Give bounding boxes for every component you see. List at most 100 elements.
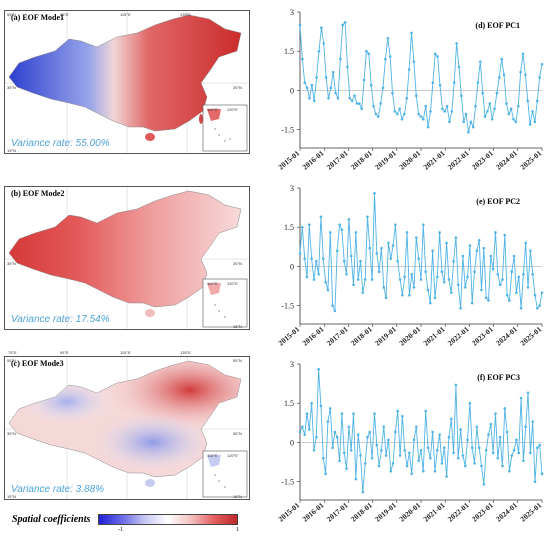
x-tick-label: 2020-01 xyxy=(397,148,422,171)
data-point xyxy=(308,97,311,100)
series-line xyxy=(299,369,543,493)
hainan-island xyxy=(145,479,155,487)
data-point xyxy=(533,293,537,297)
lat-label: 35°N xyxy=(233,85,242,90)
y-tick-label: 1.5 xyxy=(284,223,294,232)
data-point xyxy=(377,270,381,273)
data-point xyxy=(429,456,432,460)
data-point xyxy=(382,425,386,429)
data-point xyxy=(410,273,413,276)
pc2-plot: 3 1.5 0 -1.5 2015-01 2016-01 2017-01 2018-01 201… xyxy=(276,184,543,348)
data-point xyxy=(328,407,332,410)
data-point xyxy=(360,107,363,111)
map-title: (c) EOF Mode3 xyxy=(11,359,64,368)
lon-label: 115°E xyxy=(120,350,131,355)
data-point xyxy=(461,454,465,457)
inset-lon-label: 120°E xyxy=(227,453,238,458)
data-point xyxy=(521,52,525,56)
data-point xyxy=(322,42,326,45)
data-point xyxy=(338,459,341,463)
data-point xyxy=(524,425,528,429)
eof-mode1-map: (a) EOF Mode1 Variance rate: 55.00% 55°N… xyxy=(4,10,250,154)
data-point xyxy=(512,254,516,258)
data-point xyxy=(463,286,467,289)
data-point xyxy=(514,120,518,124)
data-point xyxy=(536,307,539,310)
data-point xyxy=(315,76,318,79)
eof-mode2-map: (b) EOF Mode2 Variance rate: 17.54% 35°N… xyxy=(4,186,250,330)
data-point xyxy=(373,412,376,415)
data-point xyxy=(526,99,530,103)
x-tick-label: 2022-01 xyxy=(446,500,471,523)
lon-label: 75°E xyxy=(8,350,17,355)
data-point xyxy=(505,293,509,297)
data-point xyxy=(507,112,511,116)
data-point xyxy=(384,57,387,61)
data-point xyxy=(410,31,413,35)
data-point xyxy=(335,435,339,439)
data-point xyxy=(491,267,495,271)
data-point xyxy=(308,223,311,226)
data-point xyxy=(540,472,544,476)
data-point xyxy=(508,299,511,302)
data-point xyxy=(450,110,454,113)
colorbar xyxy=(98,514,238,525)
x-tick-label: 2021-01 xyxy=(422,324,447,347)
data-point xyxy=(308,428,311,431)
data-point xyxy=(354,477,358,481)
data-point xyxy=(466,438,469,442)
lon-label: 135°E xyxy=(180,12,191,17)
data-point xyxy=(384,454,388,457)
data-point xyxy=(368,430,372,434)
data-point xyxy=(452,451,455,455)
pc1-chart: 3 1.5 0 -1.5 2015-01 2016-01 2017-01 2018-01 201… xyxy=(276,0,550,176)
data-point xyxy=(438,231,441,234)
y-tick-label: 0 xyxy=(290,438,294,447)
data-point xyxy=(324,76,328,79)
data-point xyxy=(303,81,307,84)
data-point xyxy=(419,278,423,281)
data-point xyxy=(487,299,490,302)
y-tick-label: -1.5 xyxy=(281,126,294,135)
x-tick-label: 2021-01 xyxy=(422,148,447,171)
x-tick-label: 2017-01 xyxy=(325,500,350,523)
data-point xyxy=(533,120,537,124)
data-point xyxy=(310,257,313,260)
data-point xyxy=(489,422,493,426)
data-point xyxy=(503,407,507,410)
data-point xyxy=(463,464,467,468)
x-tick-label: 2019-01 xyxy=(373,148,398,171)
data-point xyxy=(417,112,420,116)
data-point xyxy=(387,241,390,245)
lat-label: 35°N xyxy=(233,261,242,266)
data-point xyxy=(359,259,362,263)
data-point xyxy=(538,304,541,307)
data-point xyxy=(477,239,481,242)
data-point xyxy=(352,412,355,415)
data-point xyxy=(326,420,330,423)
inset-lon-label: 120°E xyxy=(227,107,238,112)
data-point xyxy=(442,446,446,449)
lat-label: 55°N xyxy=(7,12,16,17)
data-point xyxy=(407,68,411,71)
data-point xyxy=(355,102,359,105)
data-point xyxy=(417,459,420,463)
lat-label: 55°N xyxy=(233,358,242,363)
data-point xyxy=(426,288,430,292)
x-tick-label: 2020-01 xyxy=(397,500,422,523)
data-point xyxy=(435,449,439,452)
data-point xyxy=(433,52,437,56)
data-point xyxy=(471,125,475,129)
map-mode1-canvas xyxy=(5,11,249,153)
data-point xyxy=(333,430,337,434)
data-point xyxy=(505,430,509,434)
data-point xyxy=(324,280,327,284)
data-point xyxy=(495,91,499,95)
data-point xyxy=(487,433,490,436)
data-point xyxy=(314,435,318,439)
data-point xyxy=(498,283,502,287)
data-point xyxy=(431,81,435,84)
data-point xyxy=(445,475,448,478)
x-tick-label: 2025-01 xyxy=(518,324,543,347)
data-point xyxy=(359,454,362,457)
